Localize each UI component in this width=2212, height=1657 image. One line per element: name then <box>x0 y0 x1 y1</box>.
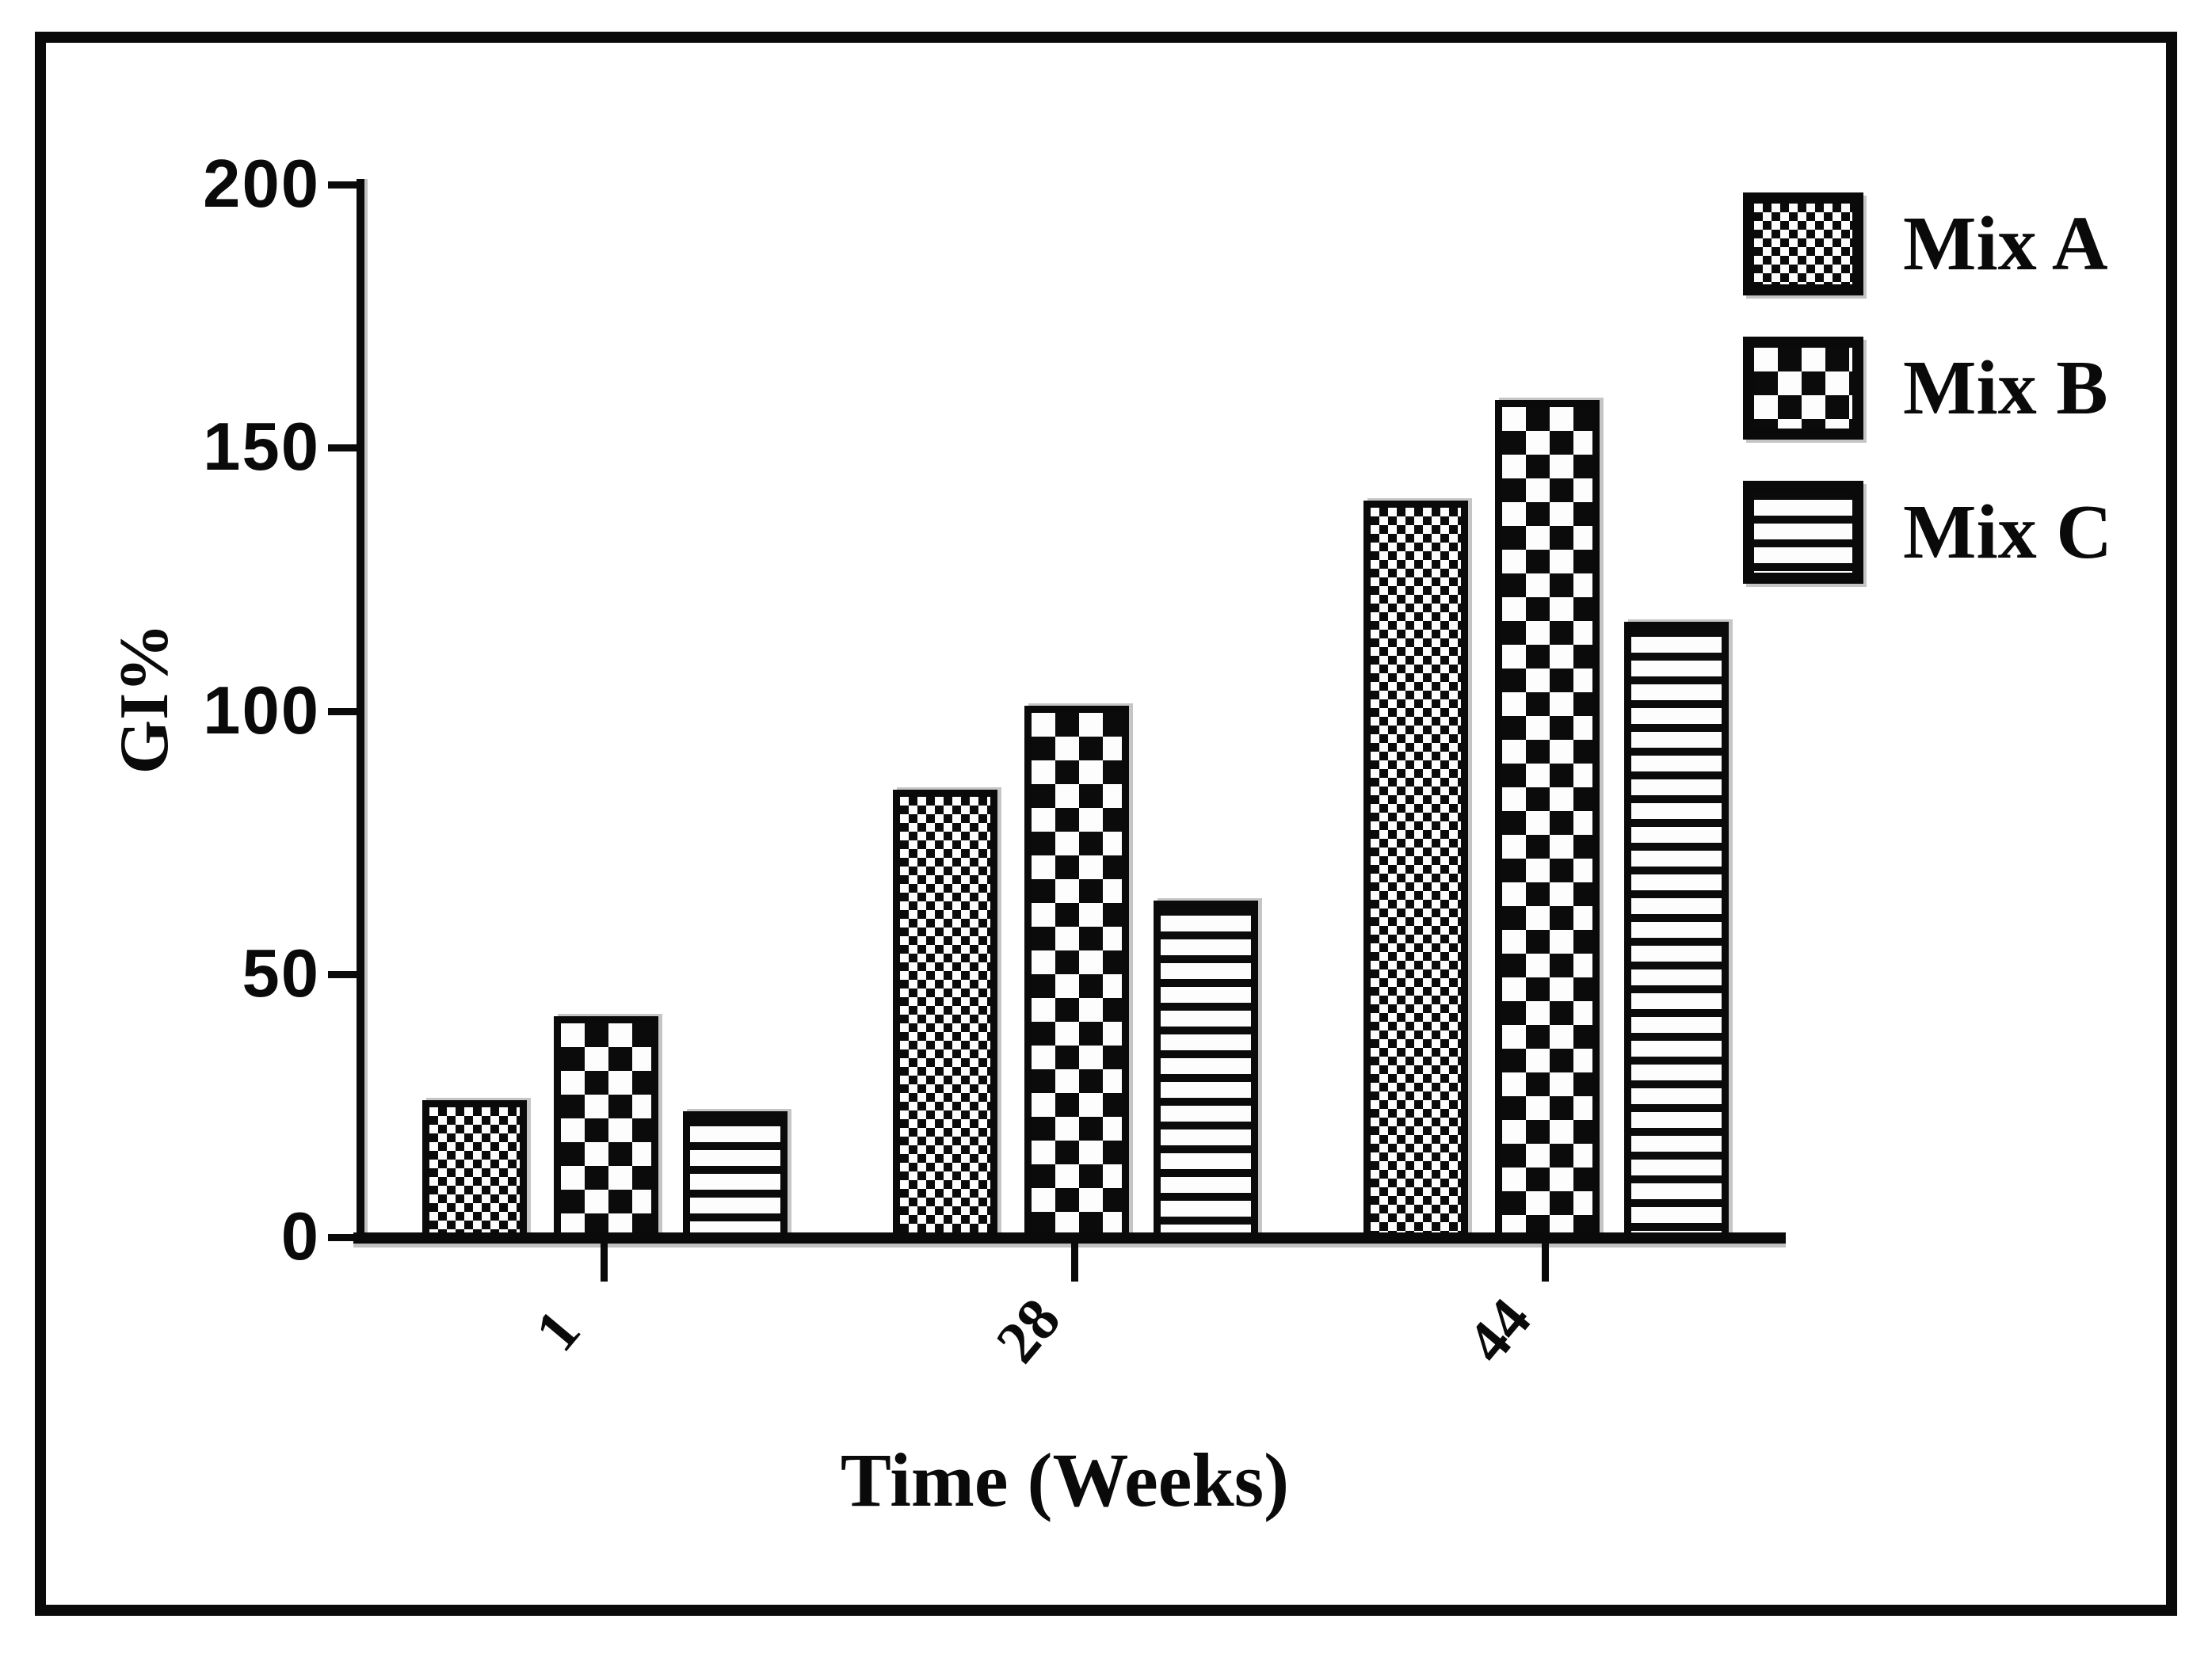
legend-swatch-mix-a <box>1743 192 1863 295</box>
y-tick-label: 50 <box>242 935 320 1011</box>
y-tick-label: 150 <box>203 409 320 486</box>
x-axis-line <box>353 1232 1786 1244</box>
legend-label: Mix B <box>1903 345 2108 431</box>
bar-mix-c-week-44 <box>1624 621 1729 1240</box>
legend-item: Mix B <box>1743 337 2112 440</box>
bar-mix-b-week-1 <box>554 1015 658 1240</box>
bar-mix-c-week-1 <box>683 1110 788 1240</box>
x-tick-mark <box>1071 1244 1078 1282</box>
bar-mix-b-week-28 <box>1024 705 1129 1240</box>
x-tick-label: 1 <box>522 1297 593 1364</box>
y-tick-label: 100 <box>203 672 320 749</box>
legend: Mix A Mix B Mix C <box>1743 192 2112 625</box>
y-axis-line <box>357 179 364 1244</box>
legend-swatch-mix-c <box>1743 481 1863 584</box>
x-tick-mark <box>601 1244 608 1282</box>
y-tick-mark <box>328 707 358 715</box>
y-tick-label: 200 <box>203 147 320 222</box>
x-axis-title: Time (Weeks) <box>840 1437 1290 1522</box>
x-tick-label: 28 <box>983 1286 1074 1375</box>
bar-mix-a-week-44 <box>1363 500 1468 1240</box>
legend-item: Mix A <box>1743 192 2112 295</box>
y-tick-mark <box>328 444 358 452</box>
bar-mix-c-week-28 <box>1154 900 1258 1240</box>
legend-label: Mix C <box>1903 489 2112 575</box>
legend-label: Mix A <box>1903 201 2108 287</box>
bar-mix-a-week-28 <box>893 790 997 1240</box>
legend-item: Mix C <box>1743 481 2112 584</box>
bar-mix-b-week-44 <box>1495 400 1600 1240</box>
bar-mix-a-week-1 <box>422 1100 527 1240</box>
x-tick-mark <box>1542 1244 1549 1282</box>
y-tick-mark <box>328 1234 358 1241</box>
y-tick-mark <box>328 970 358 978</box>
y-tick-mark <box>328 181 358 189</box>
x-tick-label: 44 <box>1454 1286 1544 1375</box>
y-tick-label: 0 <box>280 1199 320 1274</box>
legend-swatch-mix-b <box>1743 337 1863 440</box>
